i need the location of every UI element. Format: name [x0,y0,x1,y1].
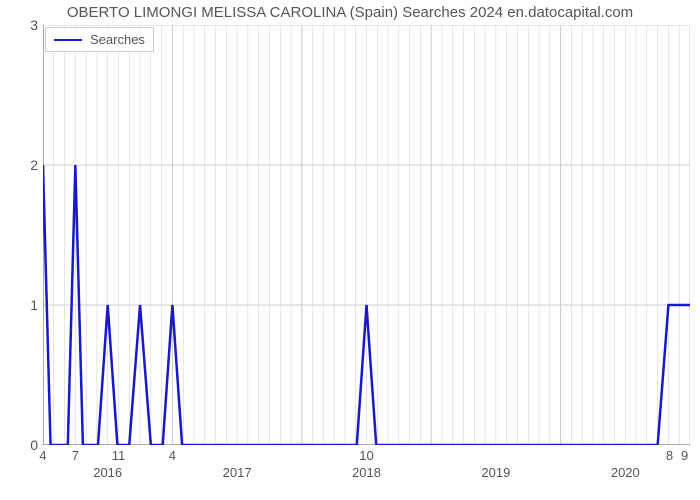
x-tick-label-month: 4 [39,448,46,463]
y-tick-label: 2 [8,157,38,173]
chart-legend: Searches [45,27,154,52]
y-tick-label: 3 [8,17,38,33]
x-tick-label-month: 11 [112,448,126,463]
x-tick-label-month: 9 [681,448,688,463]
chart-title: OBERTO LIMONGI MELISSA CAROLINA (Spain) … [0,4,700,21]
x-tick-label-year: 2017 [223,465,252,480]
y-tick-label: 1 [8,297,38,313]
x-tick-label-month: 8 [666,448,673,463]
x-tick-label-year: 2016 [93,465,122,480]
legend-label: Searches [90,32,145,47]
chart-plot [43,25,690,445]
chart-container: OBERTO LIMONGI MELISSA CAROLINA (Spain) … [0,0,700,500]
x-tick-label-year: 2019 [481,465,510,480]
legend-swatch [54,39,82,41]
x-tick-label-year: 2020 [611,465,640,480]
x-tick-label-month: 4 [169,448,176,463]
x-tick-label-month: 10 [359,448,373,463]
x-tick-label-year: 2018 [352,465,381,480]
y-tick-label: 0 [8,437,38,453]
x-tick-label-month: 7 [72,448,79,463]
